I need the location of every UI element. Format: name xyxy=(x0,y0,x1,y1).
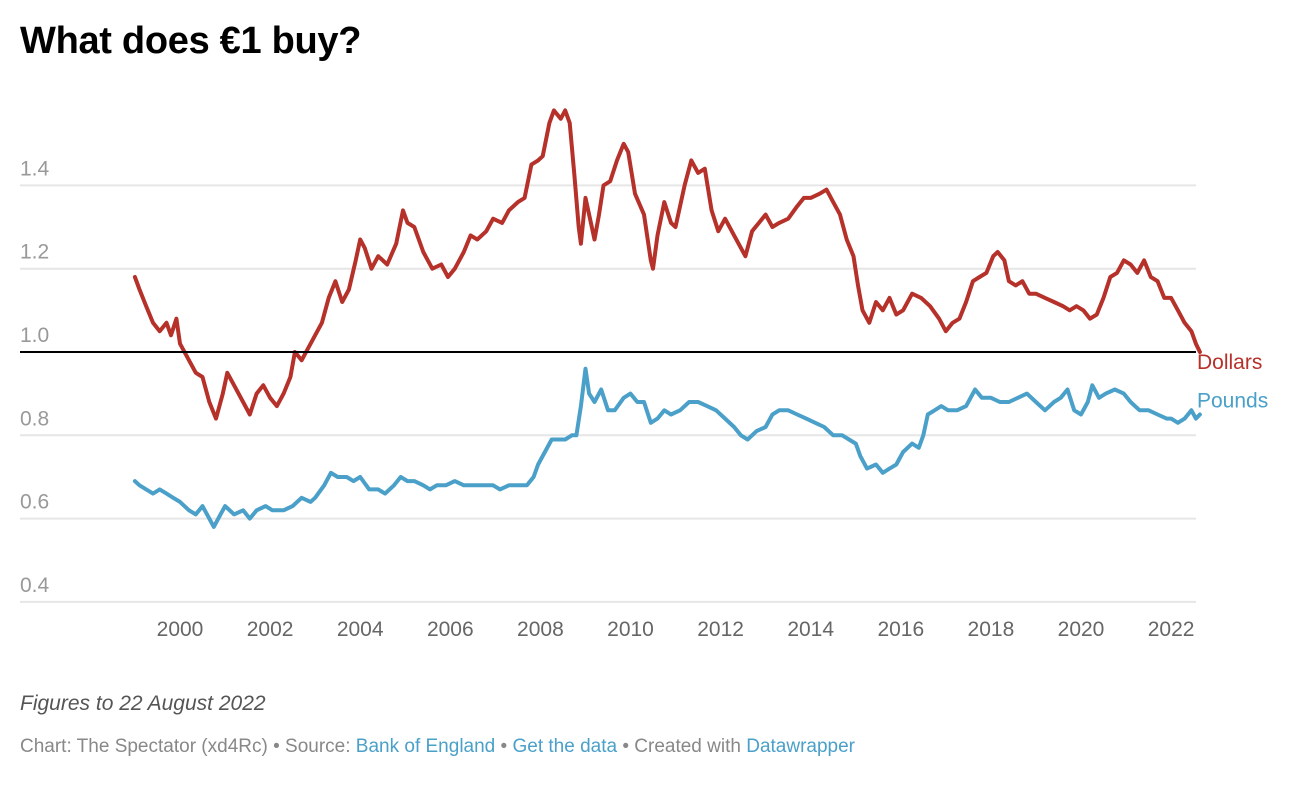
series-labels: Dollars Pounds xyxy=(1197,351,1268,412)
y-tick-label: 1.0 xyxy=(20,324,49,347)
created-prefix: Created with xyxy=(634,736,747,757)
y-tick-label: 0.6 xyxy=(20,491,49,514)
x-tick-label: 2008 xyxy=(517,618,564,641)
series-lines xyxy=(132,108,1202,529)
get-data-link[interactable]: Get the data xyxy=(512,736,618,757)
source-prefix: Source: xyxy=(285,736,356,757)
x-tick-label: 2018 xyxy=(968,618,1015,641)
line-chart: 0.40.60.81.01.21.4 2000 2002 2004 2006 2008 2… xyxy=(20,108,1268,641)
x-tick-label: 2004 xyxy=(337,618,384,641)
byline: Chart: The Spectator (xd4Rc) xyxy=(20,736,268,757)
datawrapper-link[interactable]: Datawrapper xyxy=(746,736,855,757)
x-tick-label: 2006 xyxy=(427,618,474,641)
separator: • xyxy=(617,736,635,757)
x-tick-label: 2012 xyxy=(697,618,744,641)
y-tick-label: 0.4 xyxy=(20,574,50,597)
series-line-pounds xyxy=(132,366,1202,529)
series-line-dollars xyxy=(132,108,1202,421)
y-tick-label: 1.2 xyxy=(20,241,49,264)
x-tick-label: 2022 xyxy=(1148,618,1195,641)
chart-title: What does €1 buy? xyxy=(20,20,362,62)
chart-footer: Chart: The Spectator (xd4Rc) • Source: B… xyxy=(20,736,855,758)
x-tick-label: 2016 xyxy=(877,618,924,641)
chart-notes: Figures to 22 August 2022 xyxy=(20,692,266,715)
x-tick-label: 2014 xyxy=(787,618,834,641)
separator: • xyxy=(495,736,513,757)
source-link[interactable]: Bank of England xyxy=(355,736,496,757)
x-tick-label: 2000 xyxy=(157,618,204,641)
series-label-pounds: Pounds xyxy=(1197,389,1268,412)
y-tick-label: 1.4 xyxy=(20,157,50,180)
x-tick-label: 2002 xyxy=(247,618,294,641)
series-label-dollars: Dollars xyxy=(1197,351,1262,374)
separator: • xyxy=(267,736,286,757)
x-axis-ticks: 2000 2002 2004 2006 2008 2010 2012 2014 2016 2018… xyxy=(157,618,1195,641)
x-tick-label: 2010 xyxy=(607,618,654,641)
gridlines xyxy=(20,184,1196,603)
x-tick-label: 2020 xyxy=(1058,618,1105,641)
y-tick-label: 0.8 xyxy=(20,407,49,430)
y-axis-ticks: 0.4 0.6 0.8 1.0 1.2 1.4 xyxy=(20,157,50,597)
